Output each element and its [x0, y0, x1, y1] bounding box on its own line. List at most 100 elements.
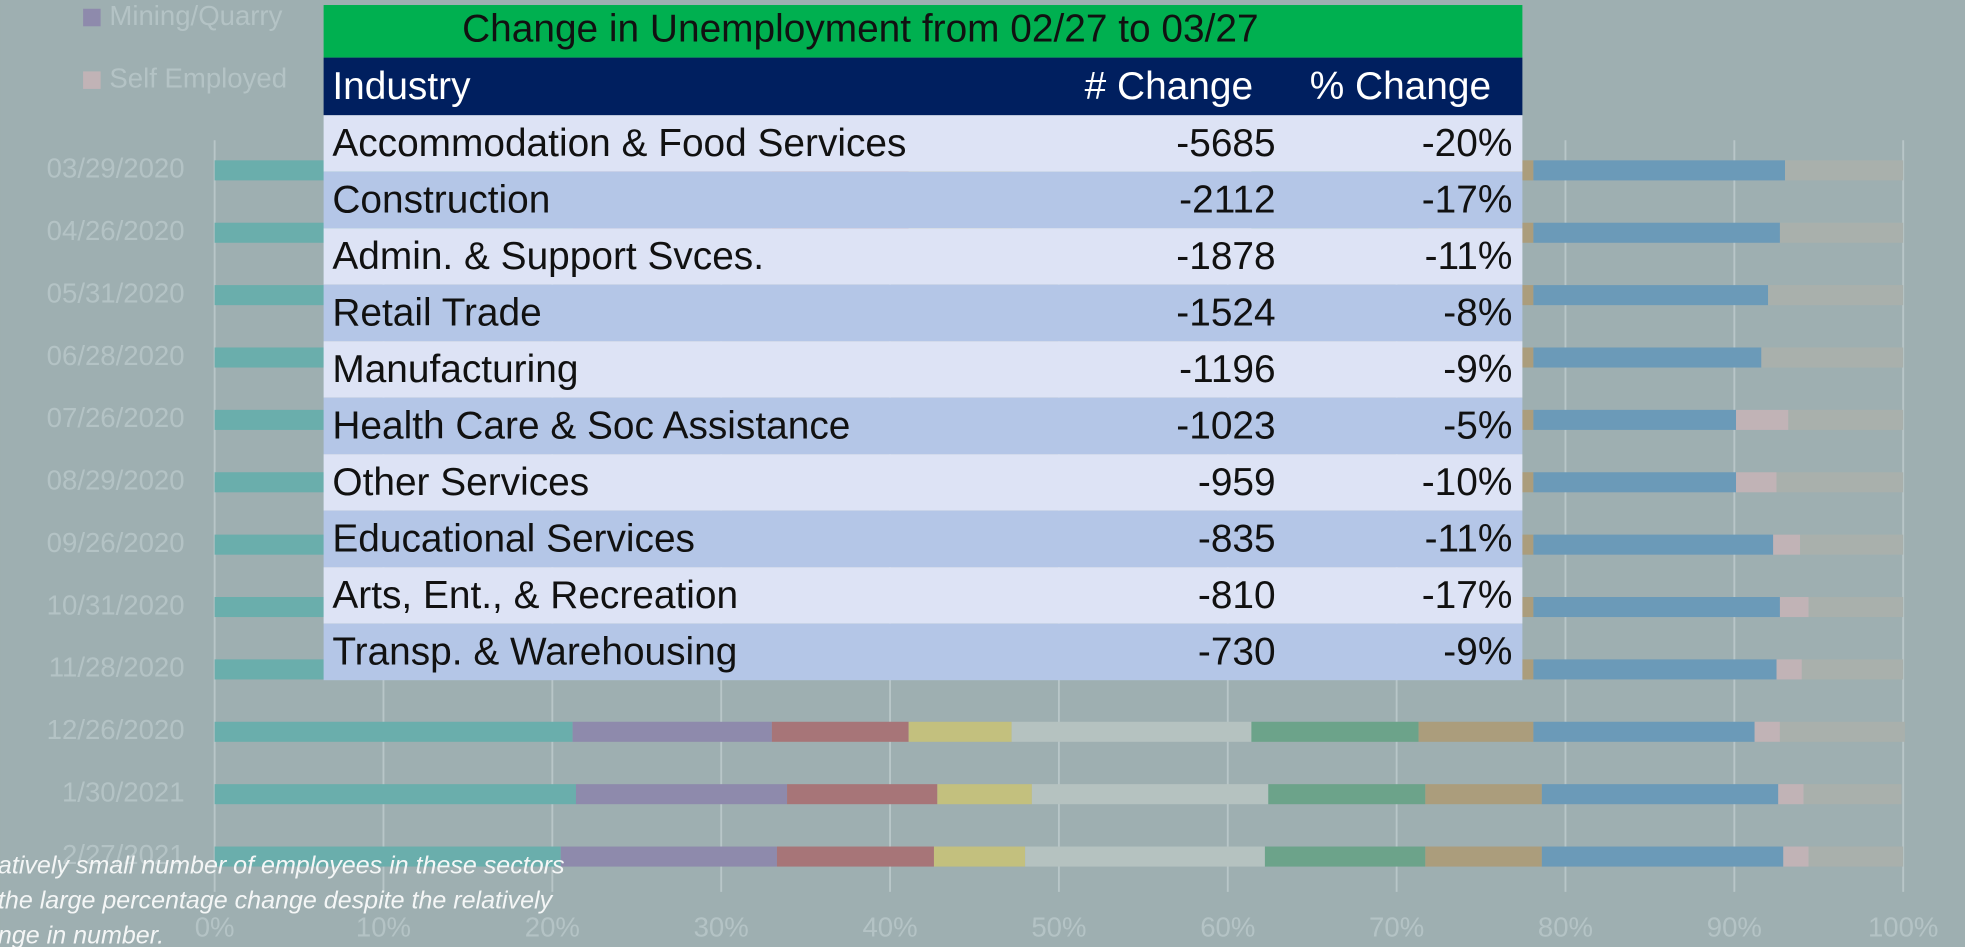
table-cell: -8% [1443, 292, 1512, 335]
bar-segment [1533, 222, 1780, 243]
x-tick-label: 80% [1538, 912, 1593, 943]
bar-segment [560, 846, 777, 867]
table-cell: -2112 [1179, 179, 1275, 222]
table-cell: Retail Trade [332, 292, 541, 335]
table-cell: -810 [1198, 574, 1276, 617]
bar-segment [1779, 222, 1904, 243]
table-cell: -17% [1422, 574, 1513, 617]
bar-segment [1533, 472, 1737, 493]
x-tick-label: 20% [525, 912, 580, 943]
y-tick-label: 03/29/2020 [47, 153, 185, 184]
table-cell: -1023 [1176, 405, 1275, 448]
table-cell: Construction [332, 179, 550, 222]
table-cell: Manufacturing [332, 348, 578, 391]
bar-segment [1533, 160, 1785, 181]
table-cell: -835 [1198, 518, 1276, 561]
table-cell: -730 [1198, 631, 1276, 674]
bar-segment [1268, 784, 1426, 805]
x-tick-label: 90% [1707, 912, 1762, 943]
bar-segment [1418, 721, 1534, 742]
bar-segment [1541, 784, 1779, 805]
table: Change in Unemployment from 02/27 to 03/… [323, 5, 1523, 681]
table-cell: -1196 [1179, 348, 1275, 391]
table-row-bg [323, 228, 1523, 285]
y-tick-label: 12/26/2020 [47, 714, 185, 745]
y-tick-label: 11/28/2020 [49, 652, 185, 683]
bar-segment [1533, 597, 1780, 618]
x-tick-label: 0% [195, 912, 235, 943]
bar-segment [1533, 285, 1769, 306]
legend-swatch [83, 71, 101, 89]
x-tick-label: 50% [1031, 912, 1086, 943]
table-row-bg [323, 341, 1523, 398]
bar-segment [1776, 659, 1802, 680]
bar-segment [1768, 285, 1904, 306]
bar-segment [1784, 160, 1904, 181]
table-cell: -1878 [1176, 235, 1275, 278]
bar-segment [908, 721, 1012, 742]
bar-segment [1251, 721, 1419, 742]
y-tick-label: 07/26/2020 [47, 402, 185, 433]
bar-segment [1808, 846, 1904, 867]
x-tick-label: 100% [1868, 912, 1938, 943]
table-cell: -5% [1443, 405, 1512, 448]
bar-segment [1736, 472, 1777, 493]
bar-segment [771, 721, 909, 742]
bar-segment [1264, 846, 1426, 867]
bar-segment [1533, 721, 1755, 742]
bar-segment [1776, 472, 1904, 493]
bar-segment [1025, 846, 1265, 867]
table-cell: Other Services [332, 461, 589, 504]
table-cell: Arts, Ent., & Recreation [332, 574, 738, 617]
y-tick-label: 1/30/2021 [62, 776, 185, 807]
bar-segment [1533, 659, 1777, 680]
bar-segment [1800, 534, 1904, 555]
table-cell: Educational Services [332, 518, 695, 561]
table-cell: -10% [1422, 461, 1513, 504]
bar-segment [1533, 347, 1762, 368]
legend-swatch [83, 8, 101, 27]
y-tick-label: 09/26/2020 [47, 527, 185, 558]
y-tick-label: 05/31/2020 [47, 277, 185, 308]
bar-segment [1031, 784, 1269, 805]
bar-segment [1801, 659, 1904, 680]
legend-label: Self Employed [109, 62, 287, 93]
bar-segment [1779, 721, 1905, 742]
table-cell: Health Care & Soc Assistance [332, 405, 850, 448]
bar-segment [1783, 846, 1809, 867]
table-row-bg [323, 115, 1523, 172]
bar-segment [1533, 409, 1737, 430]
bar-segment [776, 846, 934, 867]
bar-segment [1754, 721, 1780, 742]
y-tick-label: 2/27/2021 [62, 839, 185, 870]
bar-segment [1425, 784, 1542, 805]
table-cell: -9% [1443, 631, 1512, 674]
bar-segment [1736, 409, 1789, 430]
table-cell: Transp. & Warehousing [332, 631, 737, 674]
bar-segment [1425, 846, 1542, 867]
bar-segment [1808, 597, 1904, 618]
y-tick-label: 04/26/2020 [47, 215, 185, 246]
y-tick-label: 10/31/2020 [47, 589, 185, 620]
x-tick-label: 60% [1200, 912, 1255, 943]
bar-segment [1773, 534, 1801, 555]
bar-segment [575, 784, 788, 805]
bar-segment [214, 784, 576, 805]
note: nge in number. [0, 922, 164, 947]
bar-segment [572, 721, 772, 742]
x-tick-label: 70% [1369, 912, 1424, 943]
bar-segment [1541, 846, 1784, 867]
table-row-bg [323, 397, 1523, 455]
table-cell: -11% [1425, 235, 1513, 278]
table-row-bg [323, 454, 1523, 511]
x-tick-label: 40% [862, 912, 917, 943]
bar-segment [1533, 534, 1774, 555]
bar-segment [787, 784, 938, 805]
table-row-bg [323, 510, 1523, 568]
table-cell: -9% [1443, 348, 1512, 391]
y-tick-label: 06/28/2020 [47, 340, 185, 371]
table-cell: -5685 [1176, 122, 1275, 165]
bar-segment [933, 846, 1026, 867]
bar-segment [1761, 347, 1904, 368]
